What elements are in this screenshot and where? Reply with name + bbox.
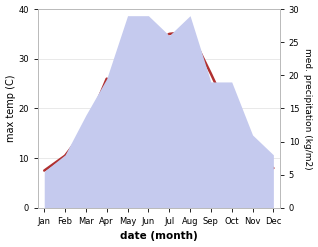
X-axis label: date (month): date (month) (120, 231, 198, 242)
Y-axis label: max temp (C): max temp (C) (5, 75, 16, 142)
Y-axis label: med. precipitation (kg/m2): med. precipitation (kg/m2) (303, 48, 313, 169)
